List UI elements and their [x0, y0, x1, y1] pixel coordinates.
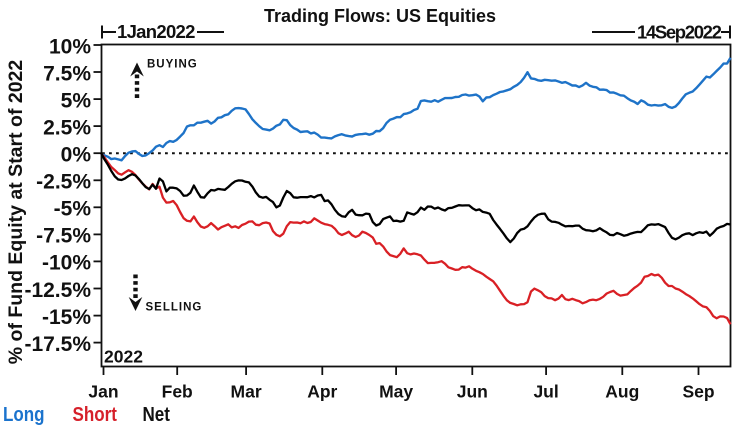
svg-text:Sep: Sep [682, 382, 714, 402]
svg-text:Jul: Jul [533, 382, 558, 402]
svg-text:May: May [379, 382, 413, 402]
svg-text:2.5%: 2.5% [43, 116, 91, 139]
svg-text:Net: Net [143, 403, 170, 426]
svg-text:7.5%: 7.5% [43, 62, 91, 85]
svg-text:-15%: -15% [42, 306, 91, 329]
svg-text:-17.5%: -17.5% [24, 333, 91, 356]
svg-text:Mar: Mar [231, 382, 262, 402]
svg-text:% of Fund Equity at Start of 2: % of Fund Equity at Start of 2022 [5, 60, 27, 365]
svg-text:Jun: Jun [457, 382, 488, 402]
svg-text:2022: 2022 [104, 347, 143, 367]
svg-text:Jan: Jan [88, 382, 118, 402]
svg-text:10%: 10% [49, 35, 91, 58]
svg-text:Aug: Aug [605, 382, 639, 402]
svg-text:0%: 0% [61, 144, 92, 167]
svg-text:-5%: -5% [54, 198, 92, 221]
svg-text:Apr: Apr [307, 382, 337, 402]
svg-text:14Sep2022: 14Sep2022 [637, 22, 722, 43]
svg-text:1Jan2022: 1Jan2022 [117, 21, 195, 42]
svg-text:Short: Short [73, 403, 117, 426]
svg-text:-12.5%: -12.5% [24, 279, 91, 302]
svg-text:Trading Flows: US Equities: Trading Flows: US Equities [264, 6, 496, 26]
svg-text:Long: Long [3, 403, 45, 426]
svg-text:Feb: Feb [162, 382, 193, 402]
svg-text:5%: 5% [61, 89, 92, 112]
svg-text:-10%: -10% [42, 252, 91, 275]
svg-text:-2.5%: -2.5% [36, 171, 91, 194]
svg-text:SELLING: SELLING [146, 302, 203, 314]
svg-text:-7.5%: -7.5% [36, 225, 91, 248]
svg-text:BUYING: BUYING [147, 59, 198, 71]
